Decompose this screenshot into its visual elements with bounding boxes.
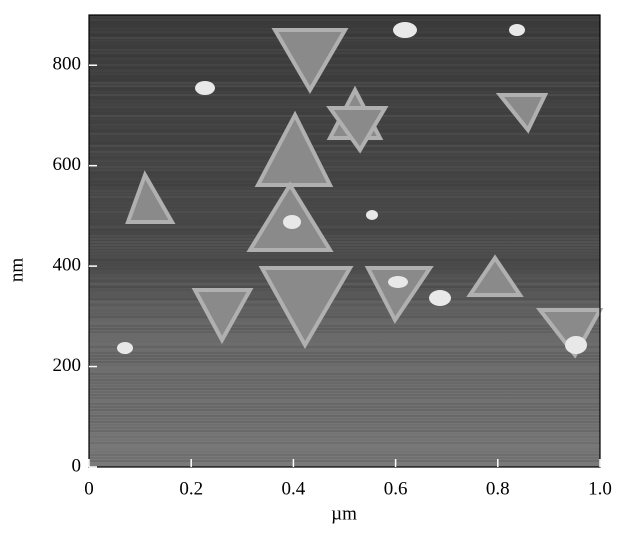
- y-axis-label: nm: [6, 258, 27, 283]
- image-background: [89, 15, 600, 467]
- afm-image: [89, 15, 604, 467]
- x-tick-label: 0.4: [282, 478, 306, 499]
- scan-streaks: [89, 16, 600, 465]
- x-axis-label: µm: [331, 503, 357, 524]
- y-tick-label: 800: [53, 54, 82, 75]
- x-tick-label: 0.6: [384, 478, 408, 499]
- y-tick-label: 400: [53, 254, 82, 275]
- particles: [117, 22, 587, 354]
- x-tick-label: 0.8: [486, 478, 510, 499]
- x-tick-label: 0: [84, 478, 94, 499]
- plot-frame: [88, 14, 601, 468]
- y-tick-label: 600: [53, 154, 82, 175]
- x-tick-label: 1.0: [588, 478, 612, 499]
- y-tick-label: 0: [72, 455, 82, 476]
- y-tick-label: 200: [53, 355, 82, 376]
- x-tick-label: 0.2: [179, 478, 203, 499]
